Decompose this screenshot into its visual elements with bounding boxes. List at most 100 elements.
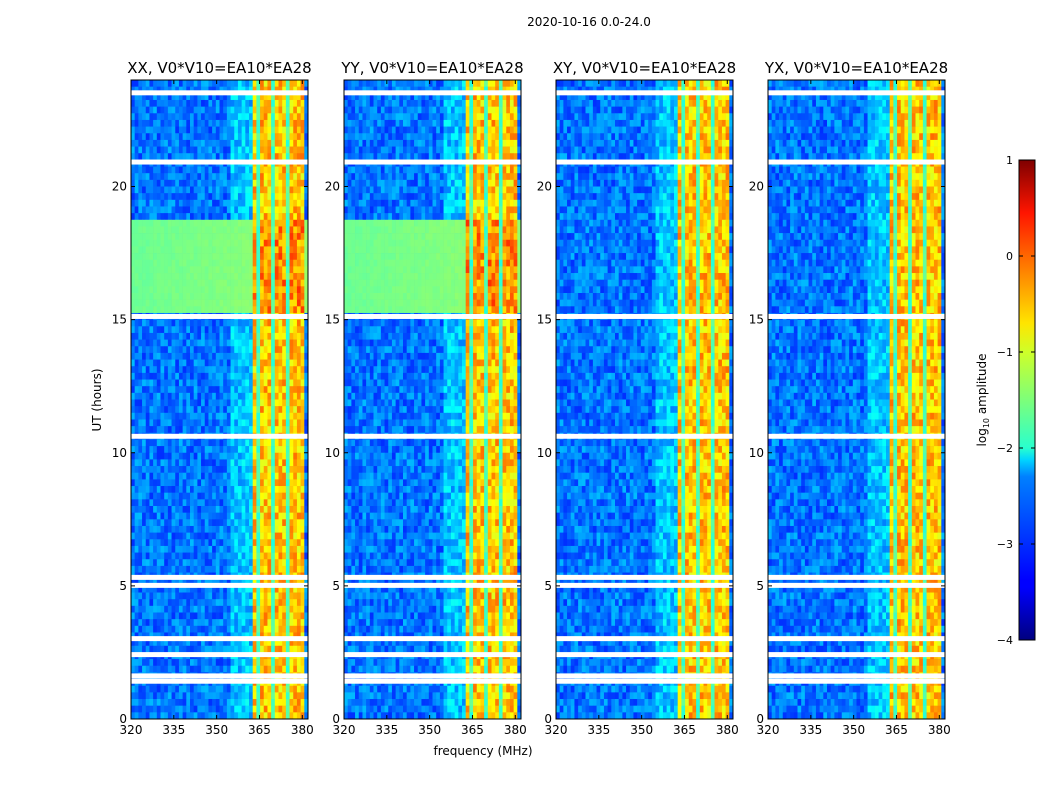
heatmap-cell [215, 459, 220, 467]
heatmap-cell [267, 153, 272, 161]
heatmap-cell [145, 712, 150, 720]
heatmap-cell [182, 499, 187, 507]
heatmap-cell [204, 259, 209, 267]
heatmap-cell [190, 472, 194, 480]
heatmap-cell [362, 119, 367, 127]
heatmap-cell [138, 412, 143, 420]
heatmap-cell [164, 512, 169, 520]
heatmap-cell [245, 346, 250, 354]
heatmap-cell [175, 253, 180, 261]
heatmap-cell [131, 479, 135, 487]
heatmap-cell [153, 332, 158, 340]
heatmap-cell [249, 705, 253, 713]
heatmap-cell [289, 545, 294, 553]
heatmap-cell [131, 439, 135, 447]
heatmap-cell [171, 213, 176, 221]
heatmap-cell [204, 366, 209, 374]
heatmap-cell [145, 619, 150, 627]
heatmap-cell [138, 86, 143, 94]
heatmap-cell [171, 372, 176, 380]
heatmap-cell [153, 712, 158, 720]
heatmap-cell [138, 113, 143, 121]
heatmap-cell [237, 359, 242, 367]
heatmap-cell [178, 619, 183, 627]
heatmap-cell [208, 705, 213, 713]
heatmap-cell [285, 479, 290, 487]
heatmap-cell [171, 545, 176, 553]
heatmap-cell [226, 106, 231, 114]
heatmap-cell [134, 565, 139, 573]
heatmap-cell [212, 239, 217, 247]
heatmap-cell [234, 392, 239, 400]
heatmap-cell [241, 326, 246, 334]
heatmap-cell [282, 579, 287, 587]
heatmap-cell [267, 659, 272, 667]
heatmap-cell [234, 419, 239, 427]
heatmap-cell [182, 213, 187, 221]
heatmap-cell [358, 93, 363, 101]
heatmap-cell [384, 113, 389, 121]
heatmap-cell [138, 625, 143, 633]
heatmap-cell [197, 372, 202, 380]
heatmap-cell [293, 326, 298, 334]
heatmap-cell [289, 645, 294, 653]
heatmap-cell [208, 412, 213, 420]
heatmap-cell [145, 579, 150, 587]
heatmap-cell [344, 113, 348, 121]
heatmap-cell [252, 366, 257, 374]
y-tick-label: 0 [119, 712, 127, 726]
heatmap-cell [175, 266, 180, 274]
heatmap-cell [223, 519, 228, 527]
heatmap-cell [267, 253, 272, 261]
heatmap-cell [223, 559, 228, 567]
heatmap-cell [252, 545, 257, 553]
heatmap-cell [190, 519, 194, 527]
heatmap-cell [252, 286, 257, 294]
heatmap-cell [469, 113, 474, 121]
heatmap-cell [260, 539, 265, 547]
heatmap-cell [219, 319, 224, 327]
heatmap-cell [234, 119, 239, 127]
heatmap-cell [212, 226, 217, 234]
heatmap-cell [219, 386, 224, 394]
heatmap-cell [190, 246, 194, 254]
heatmap-cell [296, 253, 301, 261]
heatmap-cell [252, 153, 257, 161]
heatmap-cell [241, 399, 246, 407]
heatmap-cell [252, 93, 257, 101]
heatmap-cell [282, 665, 287, 673]
heatmap-cell [234, 199, 239, 207]
heatmap-cell [190, 366, 194, 374]
heatmap-cell [245, 452, 250, 460]
heatmap-cell [263, 293, 268, 300]
heatmap-cell [230, 273, 235, 280]
heatmap-cell [156, 659, 161, 667]
heatmap-cell [245, 519, 250, 527]
heatmap-cell [131, 619, 135, 627]
heatmap-cell [278, 239, 283, 247]
heatmap-cell [160, 619, 165, 627]
heatmap-cell [300, 346, 305, 354]
heatmap-cell [204, 213, 209, 221]
heatmap-cell [388, 119, 393, 127]
heatmap-cell [304, 479, 309, 487]
heatmap-cell [175, 466, 180, 474]
heatmap-cell [201, 699, 206, 706]
heatmap-cell [249, 273, 253, 280]
heatmap-cell [245, 446, 250, 454]
heatmap-cell [293, 219, 298, 227]
heatmap-cell [230, 359, 235, 367]
heatmap-cell [212, 359, 217, 367]
heatmap-cell [178, 199, 183, 207]
heatmap-cell [252, 625, 257, 633]
heatmap-cell [263, 219, 268, 227]
heatmap-cell [282, 253, 287, 261]
heatmap-cell [230, 299, 235, 307]
heatmap-cell [164, 705, 169, 713]
heatmap-cell [164, 399, 169, 407]
heatmap-cell [138, 80, 143, 87]
heatmap-cell [439, 113, 444, 121]
heatmap-cell [160, 126, 165, 134]
heatmap-cell [234, 106, 239, 114]
heatmap-cell [175, 565, 180, 573]
